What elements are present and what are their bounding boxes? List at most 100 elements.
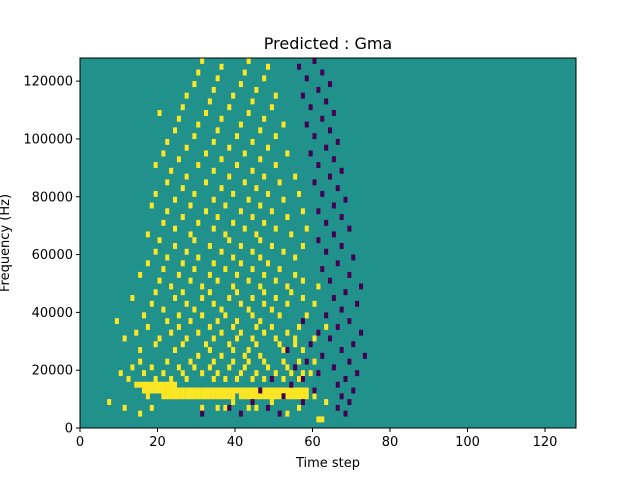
high-cell [169, 381, 174, 388]
high-cell [273, 225, 278, 232]
low-cell [320, 352, 325, 359]
high-cell [254, 393, 259, 400]
low-cell [316, 237, 321, 244]
high-cell [258, 283, 263, 290]
high-cell [142, 312, 147, 319]
high-cell [196, 387, 201, 394]
high-cell [165, 208, 170, 215]
high-cell [285, 329, 290, 336]
low-cell [335, 404, 340, 411]
high-cell [192, 306, 197, 313]
low-cell [320, 115, 325, 122]
high-cell [169, 375, 174, 382]
high-cell [227, 393, 232, 400]
high-cell [153, 289, 158, 296]
high-cell [134, 381, 139, 388]
high-cell [173, 225, 178, 232]
y-tick-label: 80000 [32, 190, 73, 205]
high-cell [180, 341, 185, 348]
y-tick-label: 120000 [23, 75, 73, 90]
high-cell [308, 370, 313, 377]
high-cell [297, 375, 302, 382]
high-cell [297, 358, 302, 365]
high-cell [200, 58, 205, 64]
low-cell [347, 225, 352, 232]
low-cell [343, 196, 348, 203]
y-tick-label: 100000 [23, 132, 73, 147]
high-cell [207, 364, 212, 371]
high-cell [250, 335, 255, 342]
high-cell [169, 283, 174, 290]
high-cell [188, 202, 193, 209]
high-cell [188, 358, 193, 365]
high-cell [130, 295, 135, 301]
low-cell [328, 81, 333, 88]
high-cell [200, 283, 205, 290]
high-cell [324, 399, 329, 406]
high-cell [138, 271, 143, 278]
high-cell [200, 404, 205, 411]
high-cell [180, 393, 185, 400]
high-cell [223, 393, 228, 400]
high-cell [211, 335, 216, 342]
high-cell [227, 341, 232, 348]
x-tick-label: 60 [304, 435, 321, 450]
high-cell [250, 375, 255, 382]
high-cell [196, 162, 201, 168]
high-cell [297, 393, 302, 400]
high-cell [285, 410, 290, 417]
high-cell [211, 138, 216, 145]
high-cell [223, 231, 228, 238]
high-cell [262, 358, 267, 365]
high-cell [184, 144, 189, 151]
high-cell [200, 295, 205, 301]
high-cell [227, 104, 232, 111]
high-cell [145, 381, 150, 388]
high-cell [242, 364, 247, 371]
high-cell [262, 300, 267, 307]
low-cell [324, 312, 329, 319]
high-cell [188, 318, 193, 325]
high-cell [149, 387, 154, 394]
high-cell [142, 381, 147, 388]
high-cell [293, 271, 298, 278]
high-cell [219, 393, 224, 400]
high-cell [293, 254, 298, 261]
high-cell [254, 86, 259, 93]
low-cell [335, 260, 340, 267]
high-cell [138, 410, 143, 417]
high-cell [269, 306, 274, 313]
low-cell [312, 179, 317, 186]
plot-frame [79, 57, 577, 429]
high-cell [149, 404, 154, 411]
high-cell [227, 295, 232, 301]
high-cell [107, 399, 112, 406]
high-cell [269, 387, 274, 394]
low-cell [300, 375, 305, 382]
high-cell [262, 375, 267, 382]
high-cell [250, 387, 255, 394]
high-cell [192, 387, 197, 394]
high-cell [285, 300, 290, 307]
high-cell [238, 387, 243, 394]
high-cell [207, 271, 212, 278]
high-cell [250, 214, 255, 221]
high-cell [250, 295, 255, 301]
high-cell [157, 381, 162, 388]
high-cell [145, 231, 150, 238]
low-cell [335, 185, 340, 192]
high-cell [149, 381, 154, 388]
high-cell [184, 387, 189, 394]
high-cell [235, 289, 240, 296]
high-cell [153, 162, 158, 168]
high-cell [258, 318, 263, 325]
high-cell [300, 370, 305, 377]
high-cell [184, 393, 189, 400]
low-cell [343, 410, 348, 417]
high-cell [122, 404, 127, 411]
high-cell [165, 387, 170, 394]
high-cell [161, 219, 166, 226]
high-cell [238, 393, 243, 400]
high-cell [273, 162, 278, 168]
high-cell [184, 248, 189, 255]
